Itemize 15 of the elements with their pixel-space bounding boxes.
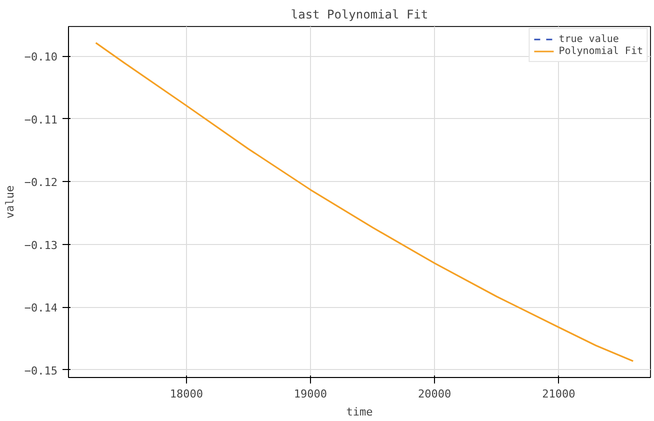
x-tick-label: 19000 <box>294 388 328 400</box>
y-tick-label: −0.13 <box>24 238 58 252</box>
y-tick-label: −0.10 <box>24 50 58 64</box>
x-tick-label: 18000 <box>170 388 203 400</box>
y-tick-label: −0.14 <box>24 302 58 315</box>
y-tick-label: −0.11 <box>24 113 58 126</box>
y-tick-label: −0.12 <box>24 176 58 190</box>
chart-title: last Polynomial Fit <box>290 8 428 22</box>
legend-label: Polynomial Fit <box>558 45 643 57</box>
x-tick-label: 21000 <box>542 388 576 400</box>
y-tick-label: −0.15 <box>24 364 58 378</box>
y-axis-title: value <box>3 185 16 219</box>
x-tick-label: 20000 <box>418 388 452 400</box>
x-axis-title: time <box>346 406 373 418</box>
legend-label: true value <box>558 33 619 45</box>
